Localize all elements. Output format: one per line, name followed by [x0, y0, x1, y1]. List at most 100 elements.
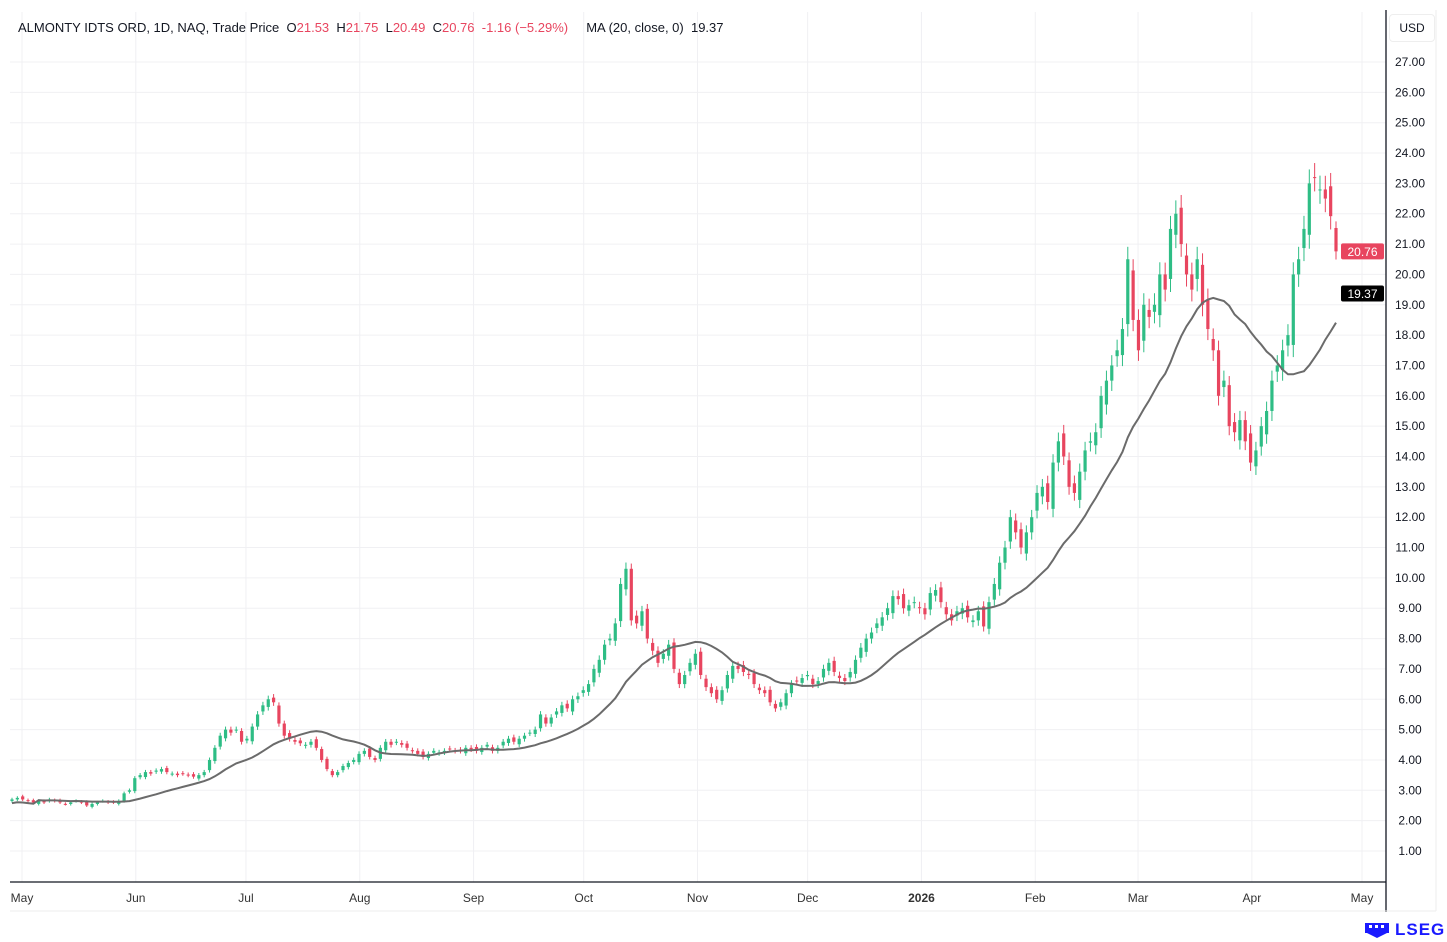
candle-up — [1142, 304, 1146, 341]
candle-up — [784, 693, 788, 706]
close-value: 20.76 — [441, 20, 475, 35]
candle-down — [42, 800, 46, 803]
candle-down — [288, 733, 292, 739]
last-price-label-bg — [1341, 243, 1384, 260]
candle-up — [1302, 228, 1306, 249]
ma-label: MA (20, close, 0) — [586, 20, 684, 35]
x-tick-label: Feb — [1025, 891, 1046, 905]
candle-up — [1254, 450, 1258, 467]
candle-up — [693, 653, 697, 665]
candle-up — [1275, 365, 1279, 372]
candle-up — [127, 790, 132, 792]
candle-up — [1083, 450, 1087, 472]
candle-down — [752, 673, 756, 685]
candle-up — [37, 800, 41, 804]
candle-down — [795, 680, 799, 682]
candle-up — [624, 568, 628, 590]
candle-down — [736, 665, 740, 669]
candle-up — [1195, 259, 1199, 279]
candle-down — [768, 689, 772, 703]
candle-down — [271, 697, 276, 703]
candle-up — [138, 775, 142, 778]
candle-up — [891, 596, 895, 614]
candle-up — [1120, 329, 1125, 356]
candle-up — [789, 684, 794, 694]
candle-down — [544, 717, 548, 724]
candle-up — [779, 702, 783, 707]
candle-up — [1024, 532, 1028, 554]
lseg-crest-icon — [1365, 923, 1389, 938]
candle-up — [336, 772, 340, 776]
currency-button[interactable]: USD — [1389, 14, 1435, 42]
candle-up — [971, 620, 975, 623]
candle-up — [1035, 492, 1039, 511]
candle-down — [320, 749, 324, 760]
candle-up — [213, 747, 217, 762]
candle-down — [704, 678, 708, 688]
candle-down — [757, 687, 762, 691]
candle-up — [309, 741, 313, 745]
y-tick-label: 6.00 — [1398, 692, 1422, 706]
candle-up — [538, 714, 543, 729]
candle-down — [1211, 338, 1215, 351]
candle-up — [501, 741, 505, 746]
candle-up — [554, 711, 559, 715]
candle-up — [880, 617, 884, 626]
y-tick-label: 15.00 — [1395, 419, 1425, 433]
candle-up — [592, 668, 596, 683]
ma-line — [11, 296, 1337, 805]
candle-up — [619, 583, 623, 622]
candle-down — [175, 773, 180, 776]
open-label: O — [286, 20, 297, 35]
candle-down — [400, 743, 404, 745]
candle-down — [368, 748, 372, 757]
candle-up — [266, 699, 270, 707]
candle-up — [261, 705, 265, 712]
candle-up — [1158, 274, 1162, 316]
candle-up — [821, 668, 826, 678]
candle-down — [699, 651, 703, 675]
candle-up — [1078, 471, 1082, 500]
candle-down — [944, 607, 948, 615]
y-tick-label: 2.00 — [1398, 814, 1422, 828]
candle-down — [747, 673, 751, 675]
candle-down — [79, 801, 84, 803]
low-value: 20.49 — [392, 20, 426, 35]
logo-text: LSEG — [1395, 920, 1446, 939]
x-tick-label: Dec — [797, 891, 818, 905]
candle-up — [816, 681, 820, 685]
candle-up — [1088, 441, 1093, 443]
candle-down — [629, 568, 633, 621]
candle-down — [1163, 274, 1167, 290]
candle-down — [1062, 433, 1066, 457]
candle-up — [1040, 486, 1044, 497]
candle-down — [149, 772, 153, 774]
candle-up — [613, 623, 617, 641]
candle-up — [384, 741, 388, 751]
x-tick-label: Jun — [126, 891, 145, 905]
candle-down — [1232, 422, 1237, 433]
y-tick-label: 1.00 — [1398, 844, 1422, 858]
candle-down — [843, 678, 847, 682]
candle-down — [1190, 274, 1194, 290]
candle-up — [976, 611, 980, 621]
candle-down — [1216, 350, 1221, 396]
candle-up — [341, 766, 345, 771]
candle-up — [688, 662, 692, 672]
ma-value: 19.37 — [690, 20, 724, 35]
candle-up — [432, 750, 436, 753]
candle-down — [635, 615, 639, 624]
candle-up — [1174, 213, 1178, 235]
candle-up — [928, 593, 932, 610]
change-value: -1.16 (−5.29%) — [481, 20, 569, 35]
candle-down — [1313, 177, 1317, 179]
candle-down — [277, 705, 281, 724]
low-label: L — [385, 20, 393, 35]
candle-down — [1329, 186, 1333, 217]
ma-price-label: 19.37 — [1347, 287, 1377, 301]
candle-down — [330, 771, 334, 776]
y-tick-label: 25.00 — [1395, 116, 1425, 130]
candle-down — [645, 608, 649, 639]
x-tick-label: Mar — [1128, 891, 1149, 905]
